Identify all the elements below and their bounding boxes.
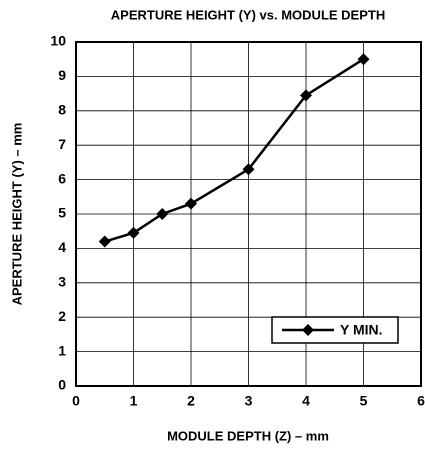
- y-tick-label: 6: [58, 170, 66, 186]
- y-tick-label: 5: [58, 205, 66, 221]
- y-axis-title: APERTURE HEIGHT (Y) – mm: [9, 123, 24, 306]
- y-tick-label: 9: [58, 67, 66, 83]
- data-point: [300, 89, 312, 102]
- y-tick-label: 10: [50, 33, 66, 49]
- data-point: [156, 208, 169, 220]
- y-tick-label: 3: [58, 274, 66, 290]
- chart-title: APERTURE HEIGHT (Y) vs. MODULE DEPTH: [111, 7, 385, 22]
- y-tick-label: 7: [58, 136, 66, 152]
- legend-label: Y MIN.: [340, 322, 383, 338]
- legend: Y MIN.: [271, 316, 399, 344]
- y-tick-label: 8: [58, 102, 66, 118]
- x-tick-label: 4: [302, 393, 310, 409]
- y-tick-label: 2: [58, 308, 66, 324]
- x-tick-label: 2: [187, 393, 195, 409]
- y-tick-label: 0: [58, 377, 66, 393]
- x-axis-title: MODULE DEPTH (Z) – mm: [167, 428, 329, 443]
- y-tick-label: 1: [58, 342, 66, 358]
- legend-marker: [302, 324, 314, 336]
- y-tick-label: 4: [58, 239, 66, 255]
- x-tick-label: 1: [130, 393, 138, 409]
- x-tick-label: 0: [72, 393, 80, 409]
- x-tick-label: 3: [245, 393, 253, 409]
- data-point: [127, 226, 140, 239]
- data-point: [185, 197, 197, 210]
- plot-border: [75, 41, 422, 387]
- x-tick-label: 5: [360, 393, 368, 409]
- data-point: [242, 163, 255, 176]
- data-point: [98, 235, 111, 248]
- data-point: [357, 53, 370, 66]
- x-tick-label: 6: [417, 393, 425, 409]
